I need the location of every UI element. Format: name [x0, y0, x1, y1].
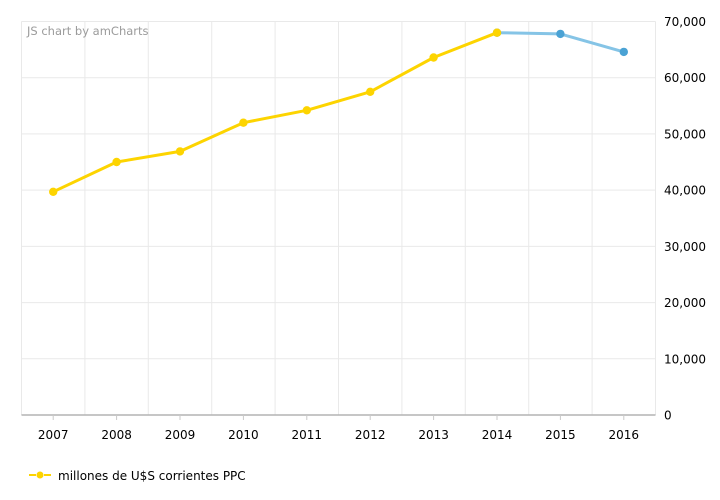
amcharts-watermark-link[interactable]: JS chart by amCharts [27, 24, 149, 38]
legend-marker-icon [28, 466, 52, 485]
y-axis-label: 40,000 [664, 184, 706, 198]
x-axis-label: 2007 [38, 428, 69, 442]
data-point[interactable] [49, 187, 58, 196]
x-axis-label: 2012 [355, 428, 386, 442]
plot-area: 0 10,000 20,000 30,000 40,000 50,000 60,000 70,… [21, 15, 706, 442]
data-point[interactable] [175, 147, 185, 156]
data-point[interactable] [619, 47, 628, 57]
data-point[interactable] [366, 87, 375, 97]
x-axis-label: 2008 [101, 428, 132, 442]
x-axis-label: 2016 [609, 428, 640, 442]
x-axis-label: 2015 [545, 428, 576, 442]
y-axis-label: 70,000 [664, 15, 706, 29]
x-axis-label: 2009 [165, 428, 196, 442]
legend-item[interactable]: millones de U$S corrientes PPC [28, 466, 246, 485]
data-point[interactable] [492, 28, 502, 37]
data-point[interactable] [112, 157, 121, 167]
y-axis-label: 20,000 [664, 296, 706, 310]
x-axis-label: 2010 [228, 428, 259, 442]
series-line [51, 31, 499, 194]
data-point[interactable] [429, 53, 438, 62]
legend: millones de U$S corrientes PPC [28, 466, 246, 485]
x-axis-label: 2013 [418, 428, 449, 442]
data-point[interactable] [302, 106, 311, 115]
data-point[interactable] [239, 118, 248, 127]
y-axis-label: 50,000 [664, 127, 706, 141]
legend-label: millones de U$S corrientes PPC [58, 468, 246, 483]
y-axis-label: 10,000 [664, 352, 706, 366]
y-axis-label: 0 [664, 409, 672, 423]
y-axis-label: 60,000 [664, 71, 706, 85]
y-axis-label: 30,000 [664, 240, 706, 254]
x-axis-label: 2014 [482, 428, 513, 442]
legend-marker-bullet [36, 471, 44, 479]
data-point[interactable] [556, 29, 565, 39]
x-axis-label: 2011 [292, 428, 323, 442]
